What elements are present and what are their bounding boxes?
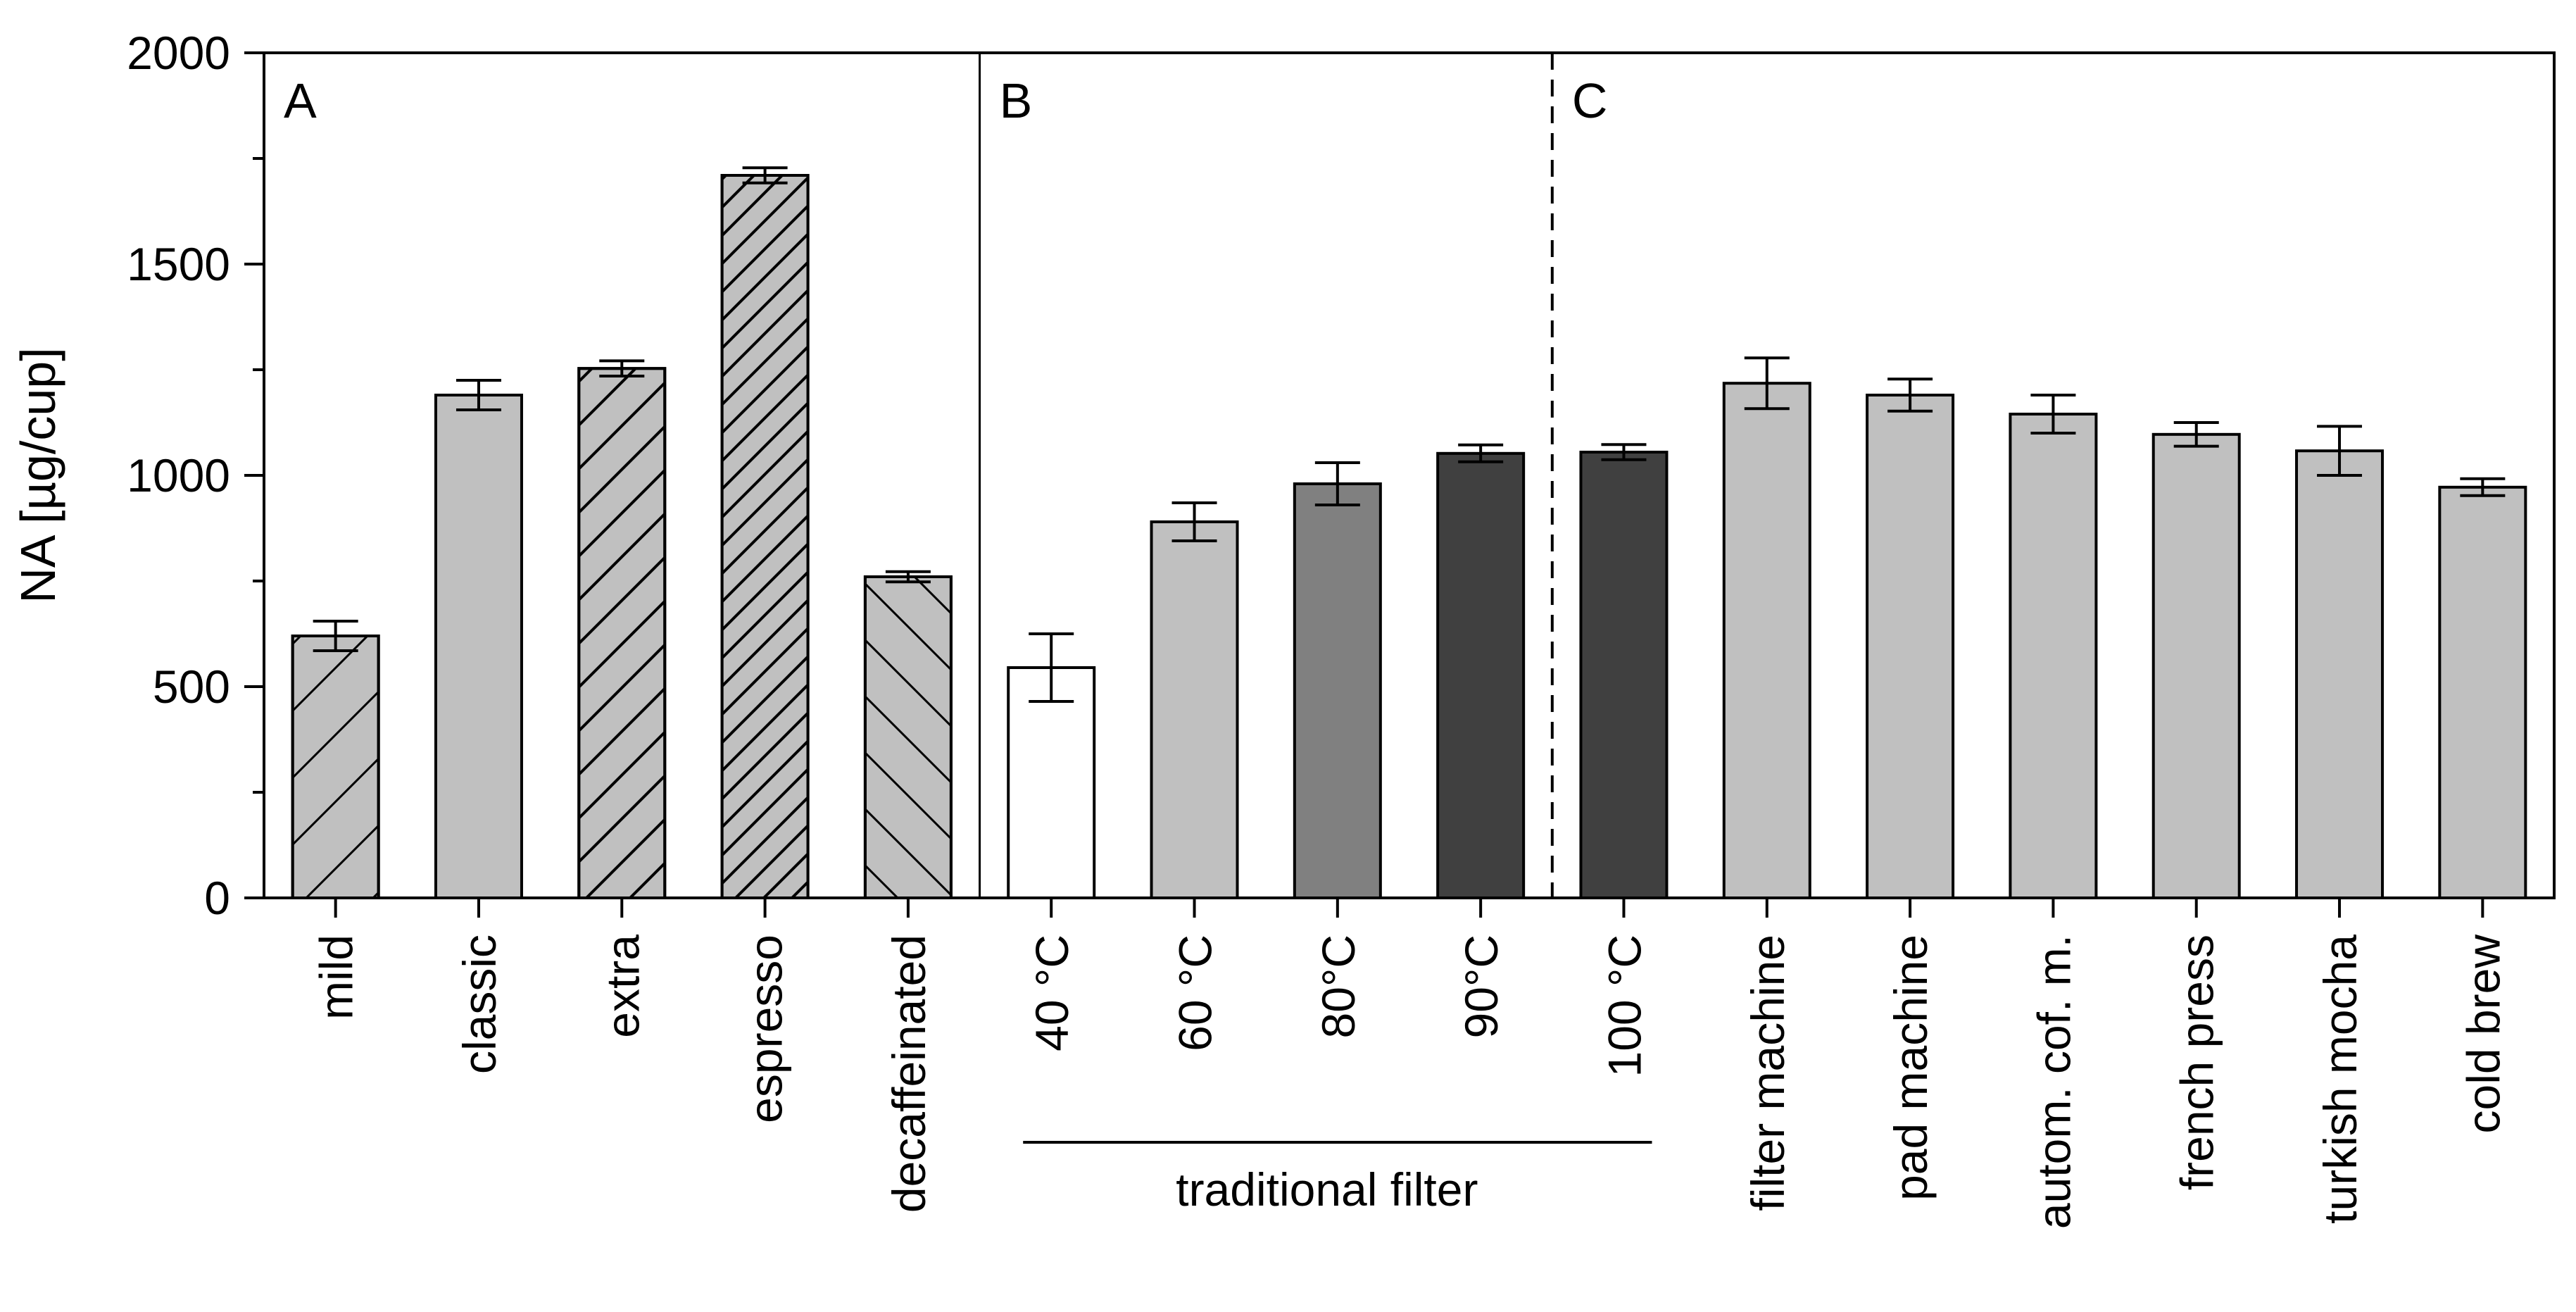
x-category-label-2: extra [596,935,648,1038]
bar-9 [1579,451,1669,899]
labels-layer: 0 500 1000 1500 2000 mild classic extra espresso… [11,27,2509,1229]
bar-10 [1722,382,1811,899]
y-tick-label-0: 0 [204,872,230,924]
x-category-label-13: french press [2171,935,2223,1190]
x-category-label-11: pad machine [1885,935,1937,1201]
bar-12 [2009,413,2098,899]
x-category-label-1: classic [453,935,505,1074]
x-category-label-9: 100 °C [1598,935,1650,1077]
bar-13 [2151,432,2241,899]
bar-hatch-2 [577,367,667,899]
y-tick-label-4: 2000 [127,27,230,79]
panel-label-A: A [284,73,317,128]
bar-14 [2295,449,2385,899]
axes-layer [244,51,2556,1144]
bars-layer [291,166,2527,899]
x-category-label-15: cold brew [2457,935,2509,1134]
bar-hatch-3 [720,174,810,899]
y-tick-label-1: 500 [153,661,230,713]
bar-15 [2438,485,2527,899]
bar-hatch-0 [291,635,380,899]
bar-11 [1866,394,1955,899]
x-category-label-8: 90°C [1455,935,1507,1038]
panel-label-C: C [1572,73,1608,128]
y-tick-label-2: 1000 [127,449,230,501]
y-axis-label: NA [µg/cup] [11,347,65,603]
panel-label-B: B [1000,73,1033,128]
y-tick-label-3: 1500 [127,238,230,290]
x-category-label-14: turkish mocha [2314,935,2366,1224]
bar-hatch-4 [863,575,953,899]
x-category-label-0: mild [310,935,363,1020]
bar-7 [1293,482,1382,899]
x-category-label-5: 40 °C [1026,935,1078,1051]
x-category-label-10: filter machine [1742,935,1794,1211]
bar-6 [1150,520,1239,899]
group-label: traditional filter [1176,1163,1478,1216]
x-category-label-3: espresso [740,935,792,1123]
x-category-label-12: autom. cof. m. [2028,935,2080,1229]
bar-1 [434,394,523,899]
x-category-label-6: 60 °C [1169,935,1221,1051]
bar-8 [1436,451,1526,899]
x-category-label-4: decaffeinated [883,935,935,1213]
x-category-label-7: 80°C [1312,935,1364,1038]
